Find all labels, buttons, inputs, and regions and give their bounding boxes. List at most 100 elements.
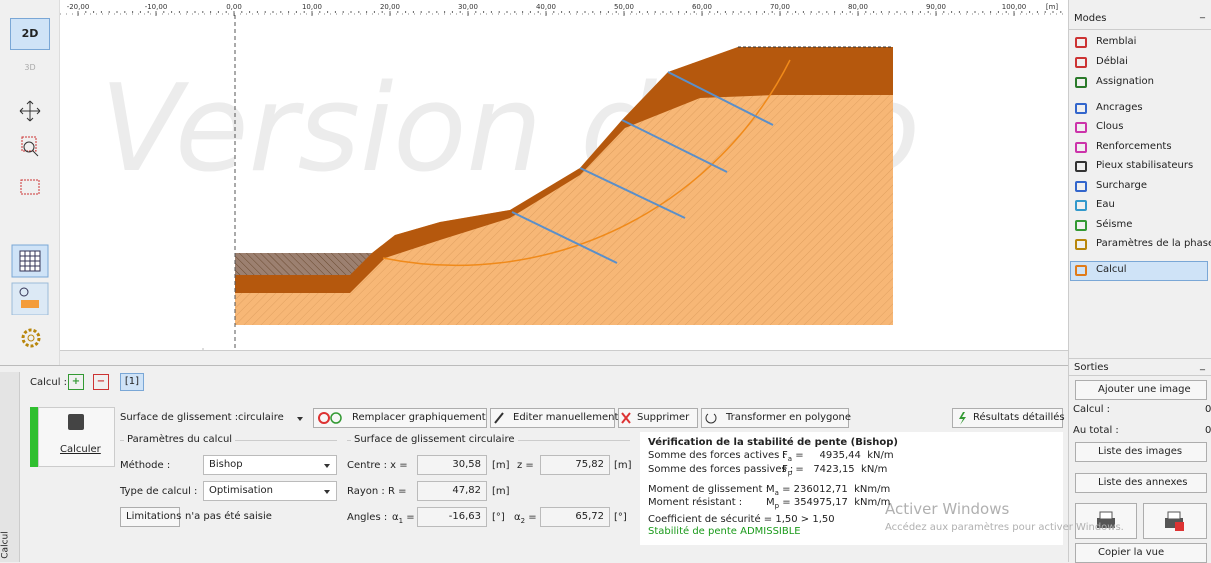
- mode-icon: [1075, 161, 1087, 172]
- ruler-label: 50,00: [614, 3, 634, 11]
- mode-icon: [1075, 200, 1087, 211]
- stage-label: Calcul :: [30, 377, 68, 388]
- stage-tab[interactable]: [1]: [120, 373, 144, 391]
- mode-icon: [1075, 37, 1087, 48]
- method-label: Méthode :: [120, 460, 171, 471]
- detailed-results-button[interactable]: Résultats détaillés: [952, 408, 1065, 428]
- result-value: Mp = 354975,17 kNm/m: [766, 497, 890, 510]
- mode-item[interactable]: Eau: [1096, 199, 1115, 210]
- minimize[interactable]: _: [1200, 8, 1205, 19]
- results-box: [640, 432, 1063, 545]
- action-button[interactable]: Editer manuellement: [490, 408, 618, 428]
- mode-item[interactable]: Assignation: [1096, 76, 1155, 87]
- mode-item[interactable]: Déblai: [1096, 56, 1128, 67]
- result-value: Fa = 4935,44 kN/m: [782, 450, 894, 463]
- add-image-button[interactable]: Ajouter une image: [1075, 380, 1207, 400]
- view-3d-button[interactable]: 3D: [24, 63, 36, 72]
- symbol: α: [392, 512, 399, 523]
- selected-mode: [1070, 261, 1208, 281]
- mode-icon: [1075, 122, 1087, 133]
- action-button[interactable]: Transformer en polygone: [701, 408, 851, 428]
- image-list-button[interactable]: Liste des images: [1075, 442, 1207, 462]
- ruler-label: 20,00: [380, 3, 400, 11]
- result-value: Fp = 7423,15 kN/m: [782, 464, 887, 477]
- total-count-label: Au total :: [1073, 425, 1119, 436]
- mode-icon: [1075, 77, 1087, 88]
- mode-item[interactable]: Pieux stabilisateurs: [1096, 160, 1194, 171]
- ruler-label: 90,00: [926, 3, 946, 11]
- view-2d-button[interactable]: 2D: [10, 18, 50, 50]
- result-value: Ma = 236012,71 kNm/m: [766, 484, 890, 497]
- canvas-status: [60, 350, 1068, 365]
- subscript: 1: [398, 517, 404, 525]
- outputs-header: Sorties: [1068, 358, 1211, 376]
- results-title: Vérification de la stabilité de pente (B…: [648, 437, 898, 448]
- ruler-label: 70,00: [770, 3, 790, 11]
- z-input[interactable]: 75,82: [540, 455, 610, 475]
- ruler-label: 80,00: [848, 3, 868, 11]
- surface-select[interactable]: circulaire: [232, 408, 310, 428]
- verdict: Stabilité de pente ADMISSIBLE: [648, 526, 801, 537]
- unit: [m]: [614, 460, 632, 471]
- value: = 354975,17 kNm/m: [779, 497, 891, 508]
- mode-item[interactable]: Clous: [1096, 121, 1124, 132]
- mode-icon: [1075, 181, 1087, 192]
- ruler-label: 10,00: [302, 3, 322, 11]
- result-label: Moment de glissement :: [648, 484, 769, 495]
- unit: [°]: [614, 512, 627, 523]
- print-icons: [1097, 511, 1184, 531]
- a1-label: α1 =: [392, 512, 415, 525]
- safety-line: Coefficient de sécurité = 1,50 > 1,50: [648, 514, 835, 525]
- mode-item[interactable]: Séisme: [1096, 219, 1133, 230]
- run-label: Calculer: [60, 444, 101, 455]
- a2-label: α2 =: [514, 512, 537, 525]
- value: = 7423,15 kN/m: [792, 464, 888, 475]
- settings-icon[interactable]: [18, 325, 44, 351]
- mode-icon: [1075, 239, 1087, 250]
- subscript: p: [787, 469, 793, 477]
- copy-view-button[interactable]: Copier la vue: [1075, 543, 1207, 563]
- symbol: M: [766, 484, 775, 495]
- equals: =: [403, 512, 415, 523]
- remove-stage[interactable]: −: [93, 374, 109, 390]
- mode-icon: [1075, 265, 1087, 276]
- a2-input[interactable]: 65,72: [540, 507, 610, 527]
- add-stage[interactable]: +: [68, 374, 84, 390]
- type-select[interactable]: Optimisation: [203, 481, 337, 501]
- method-select[interactable]: Bishop: [203, 455, 337, 475]
- action-icons: [318, 412, 966, 425]
- params-title: Paramètres du calcul: [124, 434, 236, 445]
- a1-input[interactable]: -16,63: [417, 507, 487, 527]
- unit: [°]: [492, 512, 505, 523]
- mode-icon: [1075, 57, 1087, 68]
- annex-list-button[interactable]: Liste des annexes: [1075, 473, 1207, 493]
- mode-item[interactable]: Ancrages: [1096, 102, 1143, 113]
- minimize[interactable]: _: [1200, 360, 1205, 371]
- value: = 236012,71 kNm/m: [778, 484, 891, 495]
- centre-label: Centre : x =: [347, 460, 408, 471]
- circle-title: Surface de glissement circulaire: [351, 434, 518, 445]
- action-button[interactable]: Supprimer: [618, 408, 698, 428]
- symbol: α: [514, 512, 521, 523]
- subscript: a: [774, 489, 779, 497]
- ruler-label: -20,00: [67, 3, 90, 11]
- mode-item[interactable]: Renforcements: [1096, 141, 1172, 152]
- angles-label: Angles :: [347, 512, 388, 523]
- symbol: M: [766, 497, 775, 508]
- side-panel: [1068, 0, 1211, 562]
- side-tab[interactable]: [0, 372, 20, 562]
- subscript: a: [787, 455, 793, 463]
- mode-item[interactable]: Remblai: [1096, 36, 1137, 47]
- mode-item[interactable]: Calcul: [1096, 264, 1127, 275]
- ruler-label: 30,00: [458, 3, 478, 11]
- limits-button[interactable]: Limitations: [120, 507, 181, 527]
- z-label: z =: [517, 460, 534, 471]
- mode-item[interactable]: Paramètres de la phase: [1096, 238, 1211, 249]
- r-input[interactable]: 47,82: [417, 481, 487, 501]
- ruler-unit: [m]: [1046, 3, 1059, 11]
- mode-item[interactable]: Surcharge: [1096, 180, 1147, 191]
- x-input[interactable]: 30,58: [417, 455, 487, 475]
- windows-watermark: Accédez aux paramètres pour activer Wind…: [885, 522, 1124, 533]
- action-button[interactable]: Remplacer graphiquement: [313, 408, 487, 428]
